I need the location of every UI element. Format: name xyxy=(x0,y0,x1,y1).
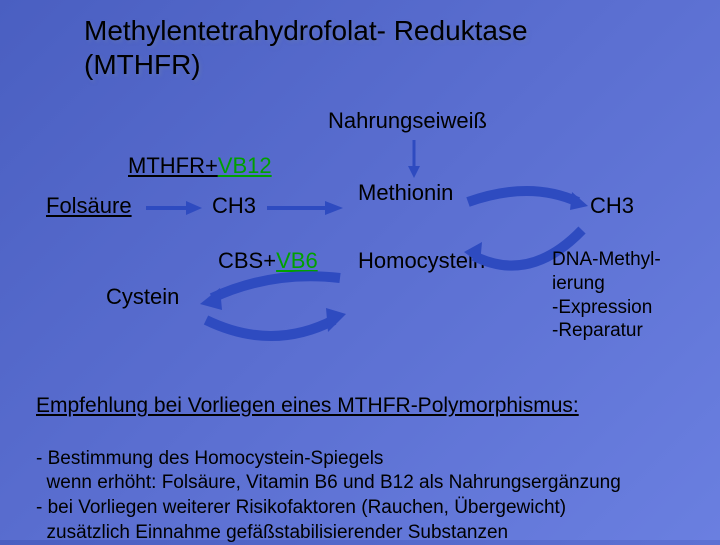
label-cystein: Cystein xyxy=(106,284,179,310)
side-l3: -Expression xyxy=(552,297,652,318)
rec-body: - Bestimmung des Homocystein-Spiegels we… xyxy=(36,422,621,545)
rec-l2: wenn erhöht: Folsäure, Vitamin B6 und B1… xyxy=(36,472,621,493)
rec-l3: - bei Vorliegen weiterer Risikofaktoren … xyxy=(36,497,566,518)
vb12-part: VB12 xyxy=(218,153,272,178)
label-folsaeure: Folsäure xyxy=(46,193,132,219)
side-l1: DNA-Methyl- xyxy=(552,249,661,270)
arrow-ch3-methionin xyxy=(265,198,345,218)
label-ch3-left: CH3 xyxy=(212,193,256,219)
side-l4: -Reparatur xyxy=(552,320,643,341)
page-title: Methylentetrahydrofolat- Reduktase (MTHF… xyxy=(84,14,528,81)
side-text: DNA-Methyl- ierung -Expression -Reparatu… xyxy=(552,248,661,343)
arrow-nahrung-methionin xyxy=(404,138,424,180)
rec-l1: - Bestimmung des Homocystein-Spiegels xyxy=(36,448,383,469)
label-methionin: Methionin xyxy=(358,180,453,206)
title-line2: (MTHFR) xyxy=(84,49,201,80)
arrow-folsaeure-ch3 xyxy=(144,198,204,218)
title-line1: Methylentetrahydrofolat- Reduktase xyxy=(84,15,528,46)
rec-title: Empfehlung bei Vorliegen eines MTHFR-Pol… xyxy=(36,394,579,418)
label-mthfr-vb12: MTHFR+VB12 xyxy=(128,153,272,179)
mthfr-part: MTHFR+ xyxy=(128,153,218,178)
side-l2: ierung xyxy=(552,273,605,294)
cycle-left xyxy=(182,270,352,350)
label-nahrung: Nahrungseiweiß xyxy=(328,108,487,134)
